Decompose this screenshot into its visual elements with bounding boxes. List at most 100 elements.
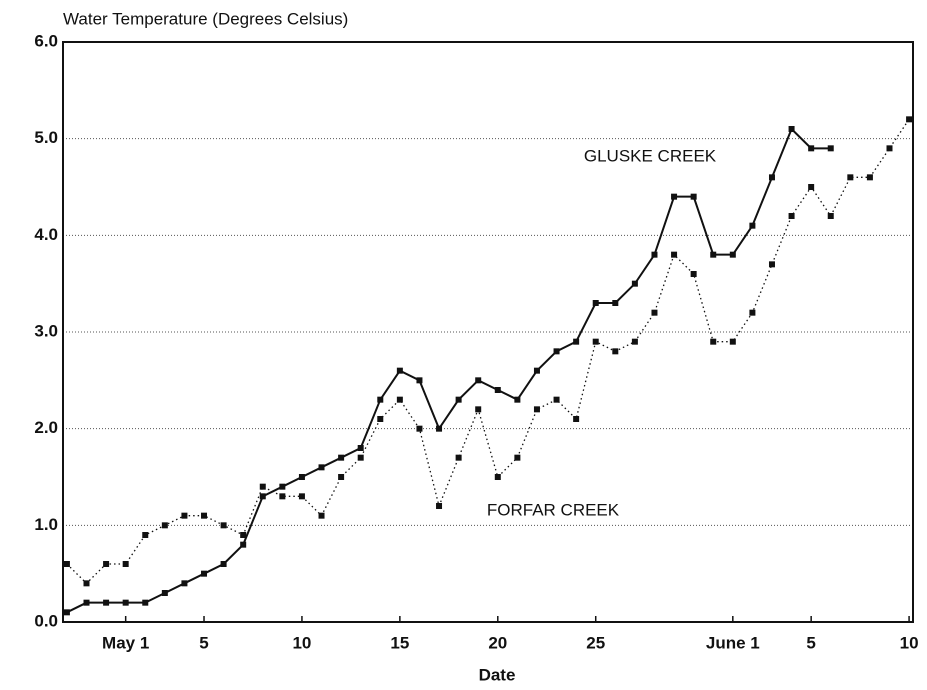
data-point	[201, 512, 208, 519]
data-point	[671, 193, 678, 200]
data-point	[122, 599, 129, 606]
data-point	[181, 580, 188, 587]
data-point	[83, 580, 90, 587]
data-point	[592, 300, 599, 306]
data-point	[279, 493, 286, 500]
data-point	[788, 126, 795, 132]
y-tick-label: 5.0	[34, 128, 58, 147]
data-point	[455, 454, 462, 461]
x-tick-label: 25	[586, 633, 605, 652]
x-tick-label: 10	[900, 633, 919, 652]
data-point	[906, 116, 913, 123]
y-tick-label: 0.0	[34, 611, 58, 630]
data-point	[475, 377, 482, 384]
data-point	[494, 474, 501, 480]
data-point	[436, 425, 443, 432]
x-axis-label: Date	[479, 665, 516, 684]
data-point	[710, 251, 717, 258]
data-point	[671, 251, 678, 258]
y-tick-label: 2.0	[34, 418, 58, 437]
data-point	[553, 396, 560, 403]
data-point	[553, 348, 560, 355]
data-point	[103, 561, 110, 567]
data-point	[103, 599, 110, 606]
data-point	[220, 561, 227, 567]
chart-title: Water Temperature (Degrees Celsius)	[63, 9, 348, 28]
data-point	[729, 338, 736, 345]
data-point	[514, 454, 521, 461]
data-point	[357, 445, 364, 451]
data-point	[240, 532, 247, 538]
data-point	[63, 561, 70, 567]
data-point	[808, 184, 815, 190]
data-point	[533, 406, 540, 413]
x-tick-label: 15	[390, 633, 409, 652]
data-point	[651, 251, 658, 258]
data-point	[318, 512, 325, 519]
data-point	[396, 396, 403, 403]
x-tick-label: 20	[488, 633, 507, 652]
x-tick-label: 10	[292, 633, 311, 652]
data-point	[201, 570, 208, 577]
data-point	[259, 483, 266, 490]
data-point	[533, 367, 540, 374]
data-point	[612, 348, 619, 355]
data-point	[690, 271, 697, 277]
data-point	[494, 387, 501, 393]
data-point	[318, 464, 325, 471]
data-point	[181, 512, 188, 519]
data-point	[631, 280, 638, 287]
data-point	[220, 522, 227, 529]
data-point	[592, 338, 599, 345]
series-line	[66, 127, 831, 614]
data-point	[847, 174, 854, 181]
data-point	[651, 309, 658, 316]
data-point	[631, 338, 638, 345]
data-point	[573, 416, 580, 422]
data-point	[729, 251, 736, 258]
annotation: GLUSKE CREEK	[584, 146, 717, 165]
y-tick-label: 3.0	[34, 321, 58, 340]
data-point	[514, 396, 521, 403]
data-point	[161, 522, 168, 529]
data-point	[808, 145, 815, 152]
data-point	[396, 367, 403, 374]
data-point	[788, 213, 795, 219]
y-tick-label: 6.0	[34, 31, 58, 50]
data-point	[827, 145, 834, 152]
data-point	[298, 474, 305, 480]
data-point	[259, 493, 266, 500]
annotation: FORFAR CREEK	[487, 500, 620, 519]
data-point	[240, 541, 247, 548]
data-point	[377, 396, 384, 403]
data-point	[455, 396, 462, 403]
data-point	[63, 609, 70, 616]
data-point	[122, 561, 129, 567]
data-point	[768, 174, 775, 181]
data-point	[573, 338, 580, 345]
x-tick-label: 5	[806, 633, 815, 652]
data-point	[338, 474, 345, 480]
data-point	[357, 454, 364, 461]
data-point	[749, 309, 756, 316]
x-tick-label: June 1	[706, 633, 760, 652]
data-point	[866, 174, 873, 181]
data-point	[710, 338, 717, 345]
data-point	[886, 145, 893, 152]
data-point	[827, 213, 834, 219]
data-point	[749, 222, 756, 229]
data-point	[377, 416, 384, 422]
data-point	[416, 425, 423, 432]
data-point	[142, 532, 149, 538]
data-point	[475, 406, 482, 413]
data-point	[768, 261, 775, 268]
data-point	[338, 454, 345, 461]
plot-border	[62, 41, 914, 623]
data-point	[436, 503, 443, 509]
data-point	[161, 590, 168, 596]
y-tick-label: 1.0	[34, 515, 58, 534]
x-tick-label: 5	[199, 633, 208, 652]
data-point	[690, 193, 697, 200]
data-point	[416, 377, 423, 384]
